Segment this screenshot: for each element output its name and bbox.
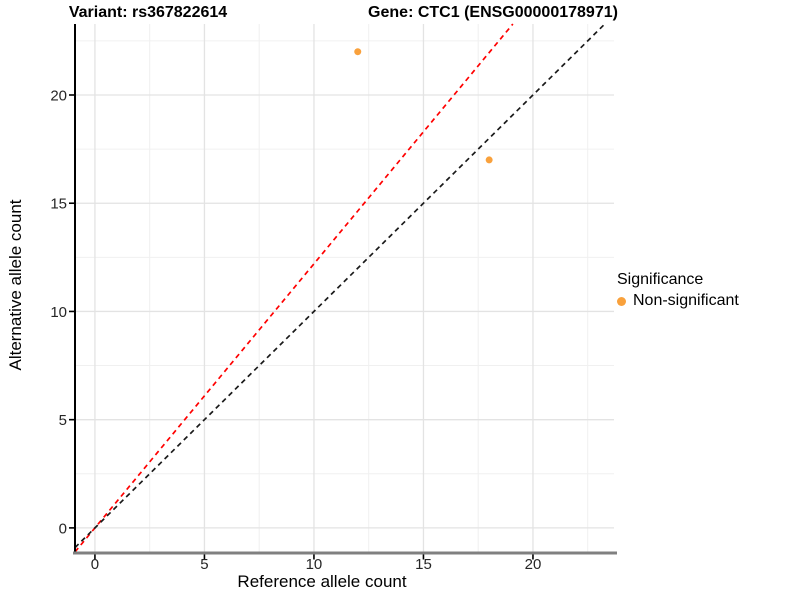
x-tick-label: 20 (525, 556, 542, 573)
y-tick-label: 20 (50, 87, 67, 104)
legend-item: Non-significant (617, 292, 739, 310)
legend: Significance Non-significant (617, 271, 739, 310)
legend-item-label: Non-significant (633, 292, 739, 309)
x-tick-label: 10 (306, 556, 323, 573)
y-tick-label: 10 (50, 304, 67, 321)
y-tick-label: 5 (59, 412, 67, 429)
variant-title: Variant: rs367822614 (68, 4, 228, 21)
identity-line (74, 23, 606, 549)
legend-title: Significance (617, 271, 704, 288)
x-tick-label: 5 (200, 556, 208, 573)
legend-key-dot (617, 296, 626, 306)
data-point (485, 156, 493, 164)
y-axis-title: Alternative allele count (6, 199, 25, 371)
y-tick-label: 0 (59, 520, 67, 537)
data-point (354, 48, 362, 56)
expected-ratio-line (74, 23, 514, 553)
x-tick-label: 15 (415, 556, 432, 573)
x-axis-title: Reference allele count (237, 572, 407, 591)
y-tick-label: 15 (50, 196, 67, 213)
legend-items: Non-significant (617, 292, 739, 310)
gene-title: Gene: CTC1 (ENSG00000178971) (368, 4, 618, 21)
x-tick-label: 0 (91, 556, 99, 573)
